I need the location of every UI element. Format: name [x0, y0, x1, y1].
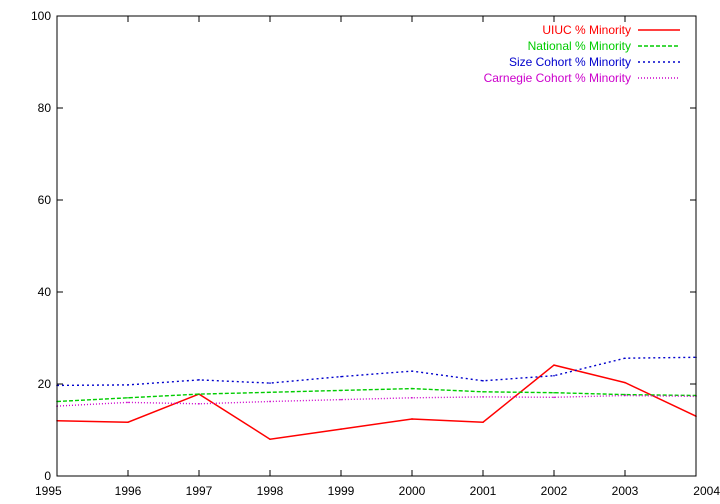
legend-label: UIUC % Minority — [542, 23, 631, 37]
data-point — [624, 357, 626, 360]
x-tick-label: 2002 — [541, 484, 568, 498]
data-point — [127, 397, 129, 399]
x-tick-label: 2001 — [470, 484, 497, 498]
y-tick-label: 60 — [38, 193, 52, 207]
data-point — [553, 396, 555, 399]
x-tick-label: 1998 — [257, 484, 284, 498]
data-point — [482, 396, 484, 398]
x-tick-label: 2000 — [399, 484, 426, 498]
y-tick-label: 20 — [38, 377, 52, 391]
data-point — [269, 400, 271, 403]
data-point — [340, 375, 342, 378]
x-tick-label: 1995 — [35, 484, 62, 498]
axis-ticks: 0 20 40 60 80 100 1995 1996 1997 1998 1999 2000 2001… — [31, 9, 720, 498]
data-point — [553, 391, 555, 394]
data-point — [553, 374, 555, 377]
x-tick-label: 2003 — [612, 484, 639, 498]
data-point — [269, 391, 271, 394]
x-tick-label: 2004 — [693, 484, 720, 498]
plot-frame — [56, 15, 697, 477]
data-point — [482, 379, 484, 382]
y-tick-label: 100 — [31, 9, 51, 23]
series-lines — [56, 356, 697, 441]
data-point — [127, 384, 129, 386]
data-point — [198, 379, 200, 381]
x-tick-label: 1996 — [115, 484, 142, 498]
data-point — [482, 421, 484, 423]
data-point — [624, 394, 626, 397]
legend-label: Carnegie Cohort % Minority — [484, 71, 631, 85]
data-point — [269, 438, 271, 441]
series-line-2 — [56, 356, 697, 387]
data-point — [624, 381, 626, 384]
data-point — [411, 418, 413, 420]
y-tick-label: 0 — [44, 469, 51, 483]
x-tick-label: 1999 — [328, 484, 355, 498]
data-point — [269, 382, 271, 384]
data-point — [198, 393, 200, 395]
data-point — [411, 397, 413, 399]
y-tick-label: 40 — [38, 285, 52, 299]
data-point — [340, 428, 342, 430]
data-point — [340, 398, 342, 401]
data-point — [411, 370, 413, 372]
data-point — [411, 387, 413, 390]
legend: UIUC % Minority National % Minority Size C… — [484, 23, 680, 85]
legend-label: National % Minority — [528, 39, 631, 53]
y-tick-label: 80 — [38, 101, 52, 115]
x-tick-label: 1997 — [186, 484, 213, 498]
data-point — [482, 391, 484, 393]
data-point — [127, 421, 129, 423]
data-point — [553, 364, 555, 366]
data-point — [127, 401, 129, 404]
data-point — [340, 389, 342, 392]
series-line-1 — [56, 387, 697, 403]
legend-label: Size Cohort % Minority — [509, 55, 631, 69]
series-line-0 — [56, 364, 697, 440]
data-point — [198, 402, 200, 405]
